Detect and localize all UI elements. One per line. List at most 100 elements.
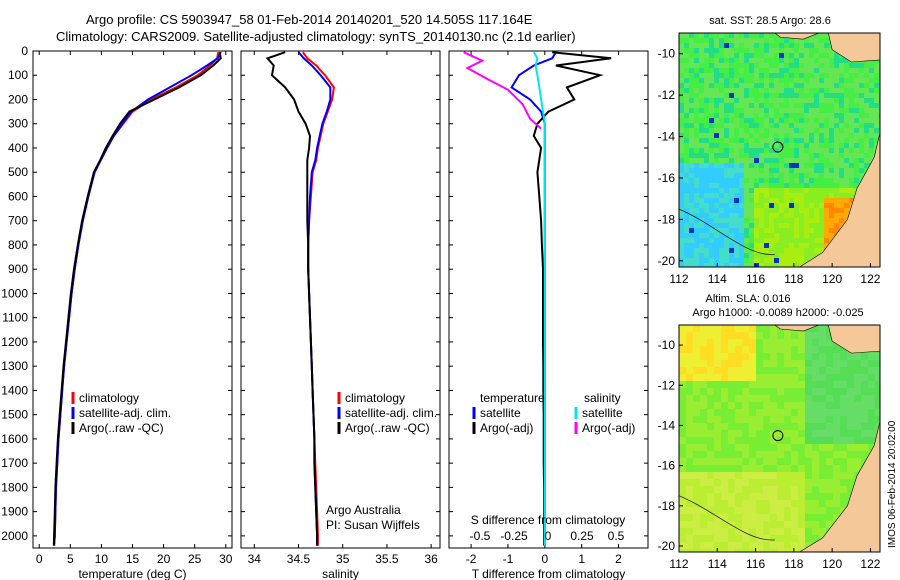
sst-map-cell bbox=[719, 123, 724, 128]
sla-map-cell bbox=[812, 437, 819, 444]
sla-map-cell bbox=[798, 374, 805, 381]
sst-map-cell bbox=[709, 188, 714, 193]
sla-map-cell bbox=[686, 542, 693, 549]
sst-map-cell bbox=[809, 228, 814, 233]
sla-map-cell bbox=[805, 486, 812, 493]
sst-map-cell bbox=[834, 148, 839, 153]
sla-map-cell bbox=[777, 507, 784, 514]
sst-map-cell bbox=[689, 258, 694, 263]
sst-map-cell bbox=[689, 233, 694, 238]
sla-map-cell bbox=[700, 367, 707, 374]
sla-map-cell bbox=[805, 465, 812, 472]
sst-map-cell bbox=[749, 203, 754, 208]
salinity-xtick-label: 36 bbox=[424, 552, 438, 566]
sla-map-cell bbox=[693, 549, 700, 552]
sst-map-cell bbox=[834, 58, 839, 63]
sst-map-cell bbox=[744, 228, 749, 233]
sst-map-cell bbox=[719, 243, 724, 248]
sst-map-cell bbox=[849, 68, 854, 73]
sla-map-cell bbox=[735, 486, 742, 493]
sst-map-cell bbox=[709, 193, 714, 198]
sst-map-cell bbox=[824, 238, 829, 243]
sst-map-cell bbox=[799, 68, 804, 73]
sla-map-cell bbox=[693, 360, 700, 367]
sla-map-cell bbox=[756, 430, 763, 437]
sla-map-cell bbox=[721, 528, 728, 535]
sst-map-cell bbox=[734, 43, 739, 48]
sst-map-cell bbox=[729, 143, 734, 148]
sst-map-cell bbox=[724, 108, 729, 113]
sla-map-cell bbox=[700, 500, 707, 507]
sst-map-cell bbox=[829, 68, 834, 73]
sst-map-cell bbox=[699, 138, 704, 143]
sst-map-cell bbox=[839, 208, 844, 213]
sla-map-cell bbox=[805, 535, 812, 542]
sst-map-cell bbox=[789, 78, 794, 83]
figure-title-line1: Argo profile: CS 5903947_58 01-Feb-2014 … bbox=[86, 12, 533, 27]
sst-map-cell bbox=[729, 243, 734, 248]
sst-map-cell bbox=[709, 103, 714, 108]
sst-map-cell bbox=[869, 113, 874, 118]
sla-map-cell bbox=[735, 374, 742, 381]
sst-map-cell bbox=[734, 208, 739, 213]
sst-map-cell bbox=[704, 98, 709, 103]
sla-map-cell bbox=[812, 500, 819, 507]
sst-map-cell bbox=[709, 218, 714, 223]
sst-map-cell bbox=[849, 123, 854, 128]
sla-map-cell bbox=[784, 346, 791, 353]
sst-map-cell bbox=[734, 108, 739, 113]
sst-map-cell bbox=[764, 83, 769, 88]
sla-map-cell bbox=[875, 395, 880, 402]
sst-map-cell bbox=[764, 238, 769, 243]
depth-tick-label: 900 bbox=[8, 262, 28, 276]
sst-map-cell bbox=[874, 133, 879, 138]
sst-map-cell bbox=[749, 68, 754, 73]
sst-map-cell bbox=[809, 113, 814, 118]
sst-map-cell bbox=[744, 233, 749, 238]
sla-map-cell bbox=[847, 486, 854, 493]
sst-map-cell bbox=[834, 188, 839, 193]
sst-map-cell bbox=[814, 178, 819, 183]
sst-map-cell bbox=[759, 38, 764, 43]
sla-map-cell bbox=[749, 535, 756, 542]
sla-map-cell bbox=[812, 409, 819, 416]
sst-map-cell bbox=[759, 163, 764, 168]
sst-map-cell bbox=[749, 258, 754, 263]
sla-map-cell bbox=[686, 528, 693, 535]
sst-map-cell bbox=[849, 78, 854, 83]
sst-map-cell bbox=[759, 233, 764, 238]
sst-map-cell bbox=[799, 228, 804, 233]
sst-map-cell bbox=[799, 168, 804, 173]
sla-map-cell bbox=[749, 514, 756, 521]
sla-map-cell bbox=[819, 507, 826, 514]
sst-map-cell bbox=[694, 248, 699, 253]
sla-map-cell bbox=[819, 451, 826, 458]
sla-map-cell bbox=[798, 332, 805, 339]
sst-map-cell bbox=[749, 238, 754, 243]
sla-map-cell bbox=[868, 409, 875, 416]
sst-map-cell bbox=[869, 108, 874, 113]
sst-map-cell bbox=[784, 68, 789, 73]
sst-map-cell bbox=[684, 153, 689, 158]
sla-map-cell bbox=[707, 521, 714, 528]
sst-map-cell bbox=[819, 73, 824, 78]
sst-map-cell bbox=[789, 208, 794, 213]
sst-map-cell bbox=[829, 118, 834, 123]
sla-map-cell bbox=[714, 423, 721, 430]
sla-map-cell bbox=[763, 423, 770, 430]
sla-map-cell bbox=[756, 402, 763, 409]
sla-map-land-sumba bbox=[828, 325, 880, 354]
sst-map-cell bbox=[694, 168, 699, 173]
sla-map-cell bbox=[749, 339, 756, 346]
sst-map-cell bbox=[789, 253, 794, 258]
sst-map-cell bbox=[689, 158, 694, 163]
sst-map-cell bbox=[704, 143, 709, 148]
sst-map-cell bbox=[869, 63, 874, 68]
sst-map-cell bbox=[684, 253, 689, 258]
sst-map-cell bbox=[779, 188, 784, 193]
sst-map-cell bbox=[794, 258, 799, 263]
sla-map-cell bbox=[826, 360, 833, 367]
sst-map-cell bbox=[704, 88, 709, 93]
sla-map-cell bbox=[686, 437, 693, 444]
sla-map-cell bbox=[693, 402, 700, 409]
